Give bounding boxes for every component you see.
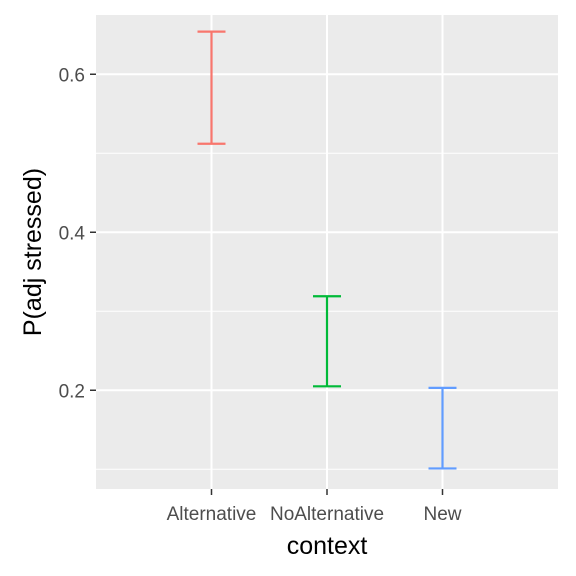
x-tick-label-0: Alternative [167, 504, 257, 525]
y-tick-label-2: 0.6 [59, 65, 85, 86]
x-tick-labels: Alternative NoAlternative New [167, 504, 462, 525]
x-axis-title: context [287, 532, 368, 560]
x-tick-label-2: New [423, 504, 461, 525]
y-tick-label-1: 0.4 [59, 223, 86, 244]
x-tick-label-1: NoAlternative [270, 504, 384, 525]
y-tick-label-0: 0.2 [59, 381, 85, 402]
axis-ticks [90, 73, 444, 495]
error-bars [197, 30, 457, 470]
y-axis-title: P(adj stressed) [19, 168, 47, 336]
y-tick-labels: 0.2 0.4 0.6 [59, 65, 86, 402]
